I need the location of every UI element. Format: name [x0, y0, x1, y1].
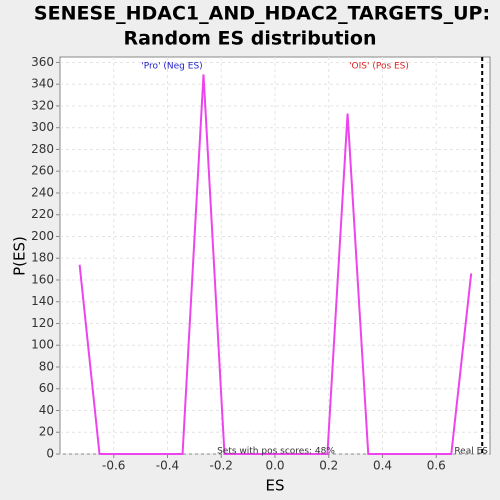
y-tick-label: 40: [39, 403, 54, 417]
y-axis-label: P(ES): [11, 236, 29, 276]
data-line: [78, 74, 473, 455]
x-tick-label: 0.0: [265, 459, 284, 473]
y-tick-label: 60: [39, 381, 54, 395]
y-tick-label: 360: [31, 55, 54, 69]
annotation: Sets with pos scores: 48%: [217, 447, 335, 457]
y-tick-label: 300: [31, 120, 54, 134]
y-tick-label: 140: [31, 294, 54, 308]
x-tick-label: 0.4: [373, 459, 392, 473]
annotation: Real ES: [454, 447, 488, 457]
y-tick-label: 80: [39, 359, 54, 373]
x-tick-label: -0.2: [210, 459, 233, 473]
y-tick-label: 160: [31, 272, 54, 286]
x-tick-label: 0.6: [427, 459, 446, 473]
y-tick-label: 20: [39, 425, 54, 439]
annotation: 'Pro' (Neg ES): [141, 62, 202, 72]
y-tick-label: 0: [46, 447, 54, 461]
y-tick-label: 280: [31, 142, 54, 156]
annotation: 'OIS' (Pos ES): [349, 62, 409, 72]
x-axis-label: ES: [266, 477, 285, 495]
y-tick-label: 340: [31, 77, 54, 91]
y-tick-label: 180: [31, 251, 54, 265]
x-tick-label: -0.4: [156, 459, 179, 473]
y-tick-label: 240: [31, 185, 54, 199]
y-tick-label: 260: [31, 164, 54, 178]
x-tick-label: -0.6: [102, 459, 125, 473]
chart-title: Random ES distribution: [123, 28, 376, 50]
y-tick-label: 220: [31, 207, 54, 221]
y-tick-label: 320: [31, 98, 54, 112]
y-tick-label: 100: [31, 338, 54, 352]
y-tick-label: 120: [31, 316, 54, 330]
y-tick-label: 200: [31, 229, 54, 243]
x-tick-label: 0.2: [319, 459, 338, 473]
chart-title: SENESE_HDAC1_AND_HDAC2_TARGETS_UP:: [34, 3, 490, 25]
